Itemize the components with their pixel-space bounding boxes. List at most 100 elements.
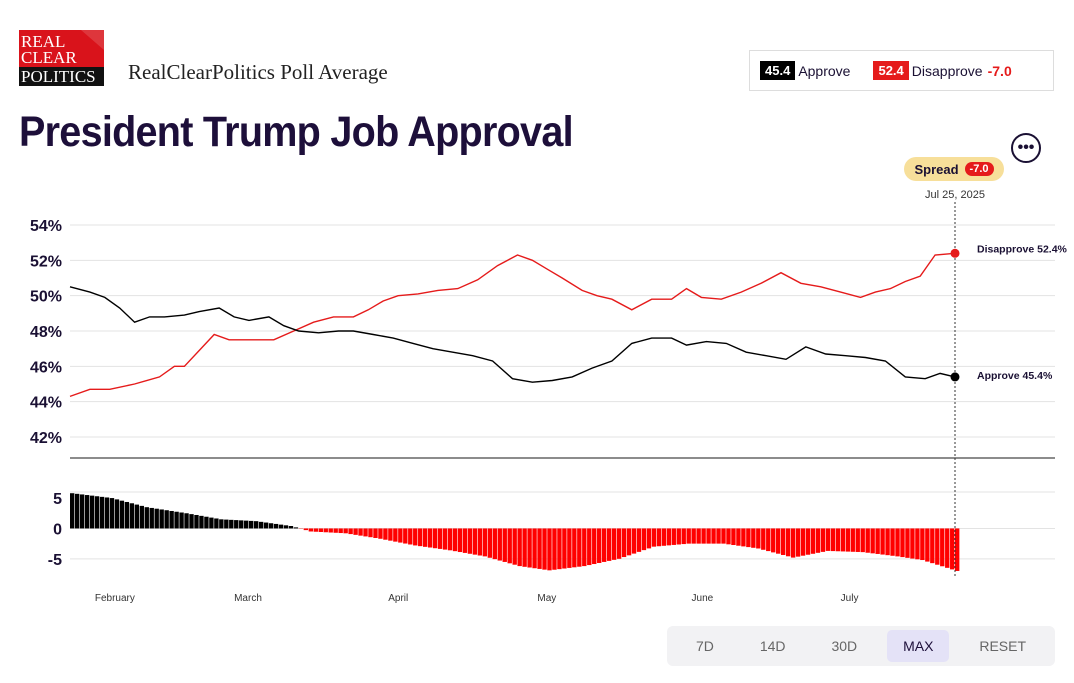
- spread-bar: [875, 528, 880, 554]
- spread-bar: [363, 528, 368, 537]
- spread-badge: Spread -7.0: [904, 157, 1004, 181]
- x-tick-label: May: [537, 593, 556, 604]
- rcp-logo[interactable]: REAL CLEAR POLITICS: [19, 30, 104, 86]
- spread-bar: [408, 528, 413, 545]
- y-tick-label: 48%: [30, 324, 62, 341]
- spread-bar: [517, 528, 522, 567]
- spread-bar: [303, 528, 309, 531]
- spread-bar: [393, 528, 398, 542]
- y-tick-label: 44%: [30, 395, 62, 412]
- approve-label: Approve: [798, 62, 851, 79]
- range-button-7d[interactable]: 7D: [695, 638, 714, 654]
- spread-bar: [189, 514, 194, 529]
- disapprove-hover-label: Disapprove 52.4%: [977, 243, 1068, 255]
- spread-bar: [457, 528, 463, 553]
- spread-bar: [636, 528, 642, 552]
- spread-bar: [860, 528, 865, 553]
- spread-bar: [253, 521, 259, 529]
- spread-bar: [935, 528, 940, 565]
- spread-bar: [666, 528, 671, 546]
- spread-bar: [119, 500, 125, 529]
- approve-hover-dot: [950, 372, 960, 382]
- spread-bar: [368, 528, 373, 538]
- legend-approve: 45.4 Approve: [760, 61, 850, 80]
- spread-bar: [423, 528, 428, 547]
- spread-bar: [418, 528, 423, 547]
- spread-bar: [343, 528, 348, 534]
- spread-bar: [184, 513, 189, 529]
- more-options-button[interactable]: •••: [1011, 133, 1041, 163]
- spread-bar: [631, 528, 637, 554]
- y-tick-label: 50%: [30, 289, 62, 306]
- spread-value: -7.0: [964, 162, 994, 176]
- spread-bar: [522, 528, 527, 567]
- logo-line-3: POLITICS: [21, 67, 96, 86]
- spread-bar: [219, 519, 224, 529]
- spread-bar: [820, 528, 826, 552]
- spread-bar: [109, 498, 115, 529]
- spread-bar: [557, 528, 562, 570]
- spread-bar: [582, 528, 587, 567]
- spread-bar: [850, 528, 855, 552]
- spread-bar: [890, 528, 895, 556]
- spread-bar: [328, 528, 333, 533]
- disapprove-hover-dot: [950, 248, 960, 258]
- spread-bar: [532, 528, 537, 569]
- spread-bar: [761, 528, 766, 550]
- spread-bar: [870, 528, 875, 554]
- approve-hover-label: Approve 45.4%: [977, 370, 1053, 382]
- spread-bar: [835, 528, 841, 552]
- spread-bar: [880, 528, 885, 555]
- spread-bar: [756, 528, 761, 549]
- spread-bar: [427, 528, 433, 548]
- spread-bar: [587, 528, 592, 566]
- x-tick-label: July: [841, 593, 859, 604]
- spread-bar: [845, 528, 850, 552]
- spread-bar: [611, 528, 617, 560]
- spread-bar: [641, 528, 647, 551]
- range-button-14d[interactable]: 14D: [759, 638, 786, 654]
- spread-bar: [472, 528, 478, 555]
- x-tick-label: March: [234, 593, 262, 604]
- spread-bar: [248, 520, 254, 529]
- logo-line-1: REAL: [21, 32, 65, 51]
- spread-bar: [606, 528, 612, 561]
- disapprove-line: [69, 252, 956, 398]
- spread-bar: [795, 528, 801, 557]
- logo-line-2: CLEAR: [21, 48, 77, 67]
- y-tick-label: 52%: [30, 253, 62, 270]
- approval-chart[interactable]: 54% 52% 50% 48% 46% 44% 42% 5 0 -5 Disapprove 52…: [0, 0, 1074, 620]
- spread-bar: [413, 528, 418, 546]
- spread-bar: [855, 528, 860, 552]
- spread-bar: [696, 528, 701, 544]
- spread-bar: [278, 524, 284, 529]
- spread-bar: [467, 528, 473, 554]
- spread-bar: [204, 516, 209, 529]
- spread-bar: [388, 528, 393, 541]
- brand-subtitle: RealClearPolitics Poll Average: [128, 60, 388, 84]
- spread-bar: [114, 499, 120, 529]
- spread-bar: [79, 494, 85, 529]
- spread-bar: [70, 493, 75, 529]
- spread-bar: [910, 528, 915, 559]
- spread-bar: [800, 528, 806, 556]
- spread-bar: [825, 528, 831, 551]
- range-button-max[interactable]: MAX: [887, 630, 950, 662]
- spread-bar: [771, 528, 776, 553]
- range-button-reset[interactable]: RESET: [979, 638, 1027, 654]
- spread-bar: [656, 528, 662, 547]
- spread-bar: [885, 528, 890, 556]
- spread-bar: [651, 528, 657, 547]
- main-y-axis: 54% 52% 50% 48% 46% 44% 42%: [30, 218, 62, 447]
- range-button-30d[interactable]: 30D: [831, 638, 858, 654]
- spread-bar: [283, 525, 289, 529]
- legend-disapprove: 52.4 Disapprove -7.0: [873, 61, 1012, 80]
- spread-bar: [169, 510, 174, 529]
- spread-y-tick-label: 5: [53, 491, 62, 508]
- spread-bar: [398, 528, 403, 543]
- spread-bar: [239, 520, 244, 529]
- spread-bar: [552, 528, 557, 570]
- spread-bar: [676, 528, 681, 545]
- range-selector: 7D 14D 30D MAX RESET: [667, 626, 1055, 666]
- spread-bar: [577, 528, 582, 567]
